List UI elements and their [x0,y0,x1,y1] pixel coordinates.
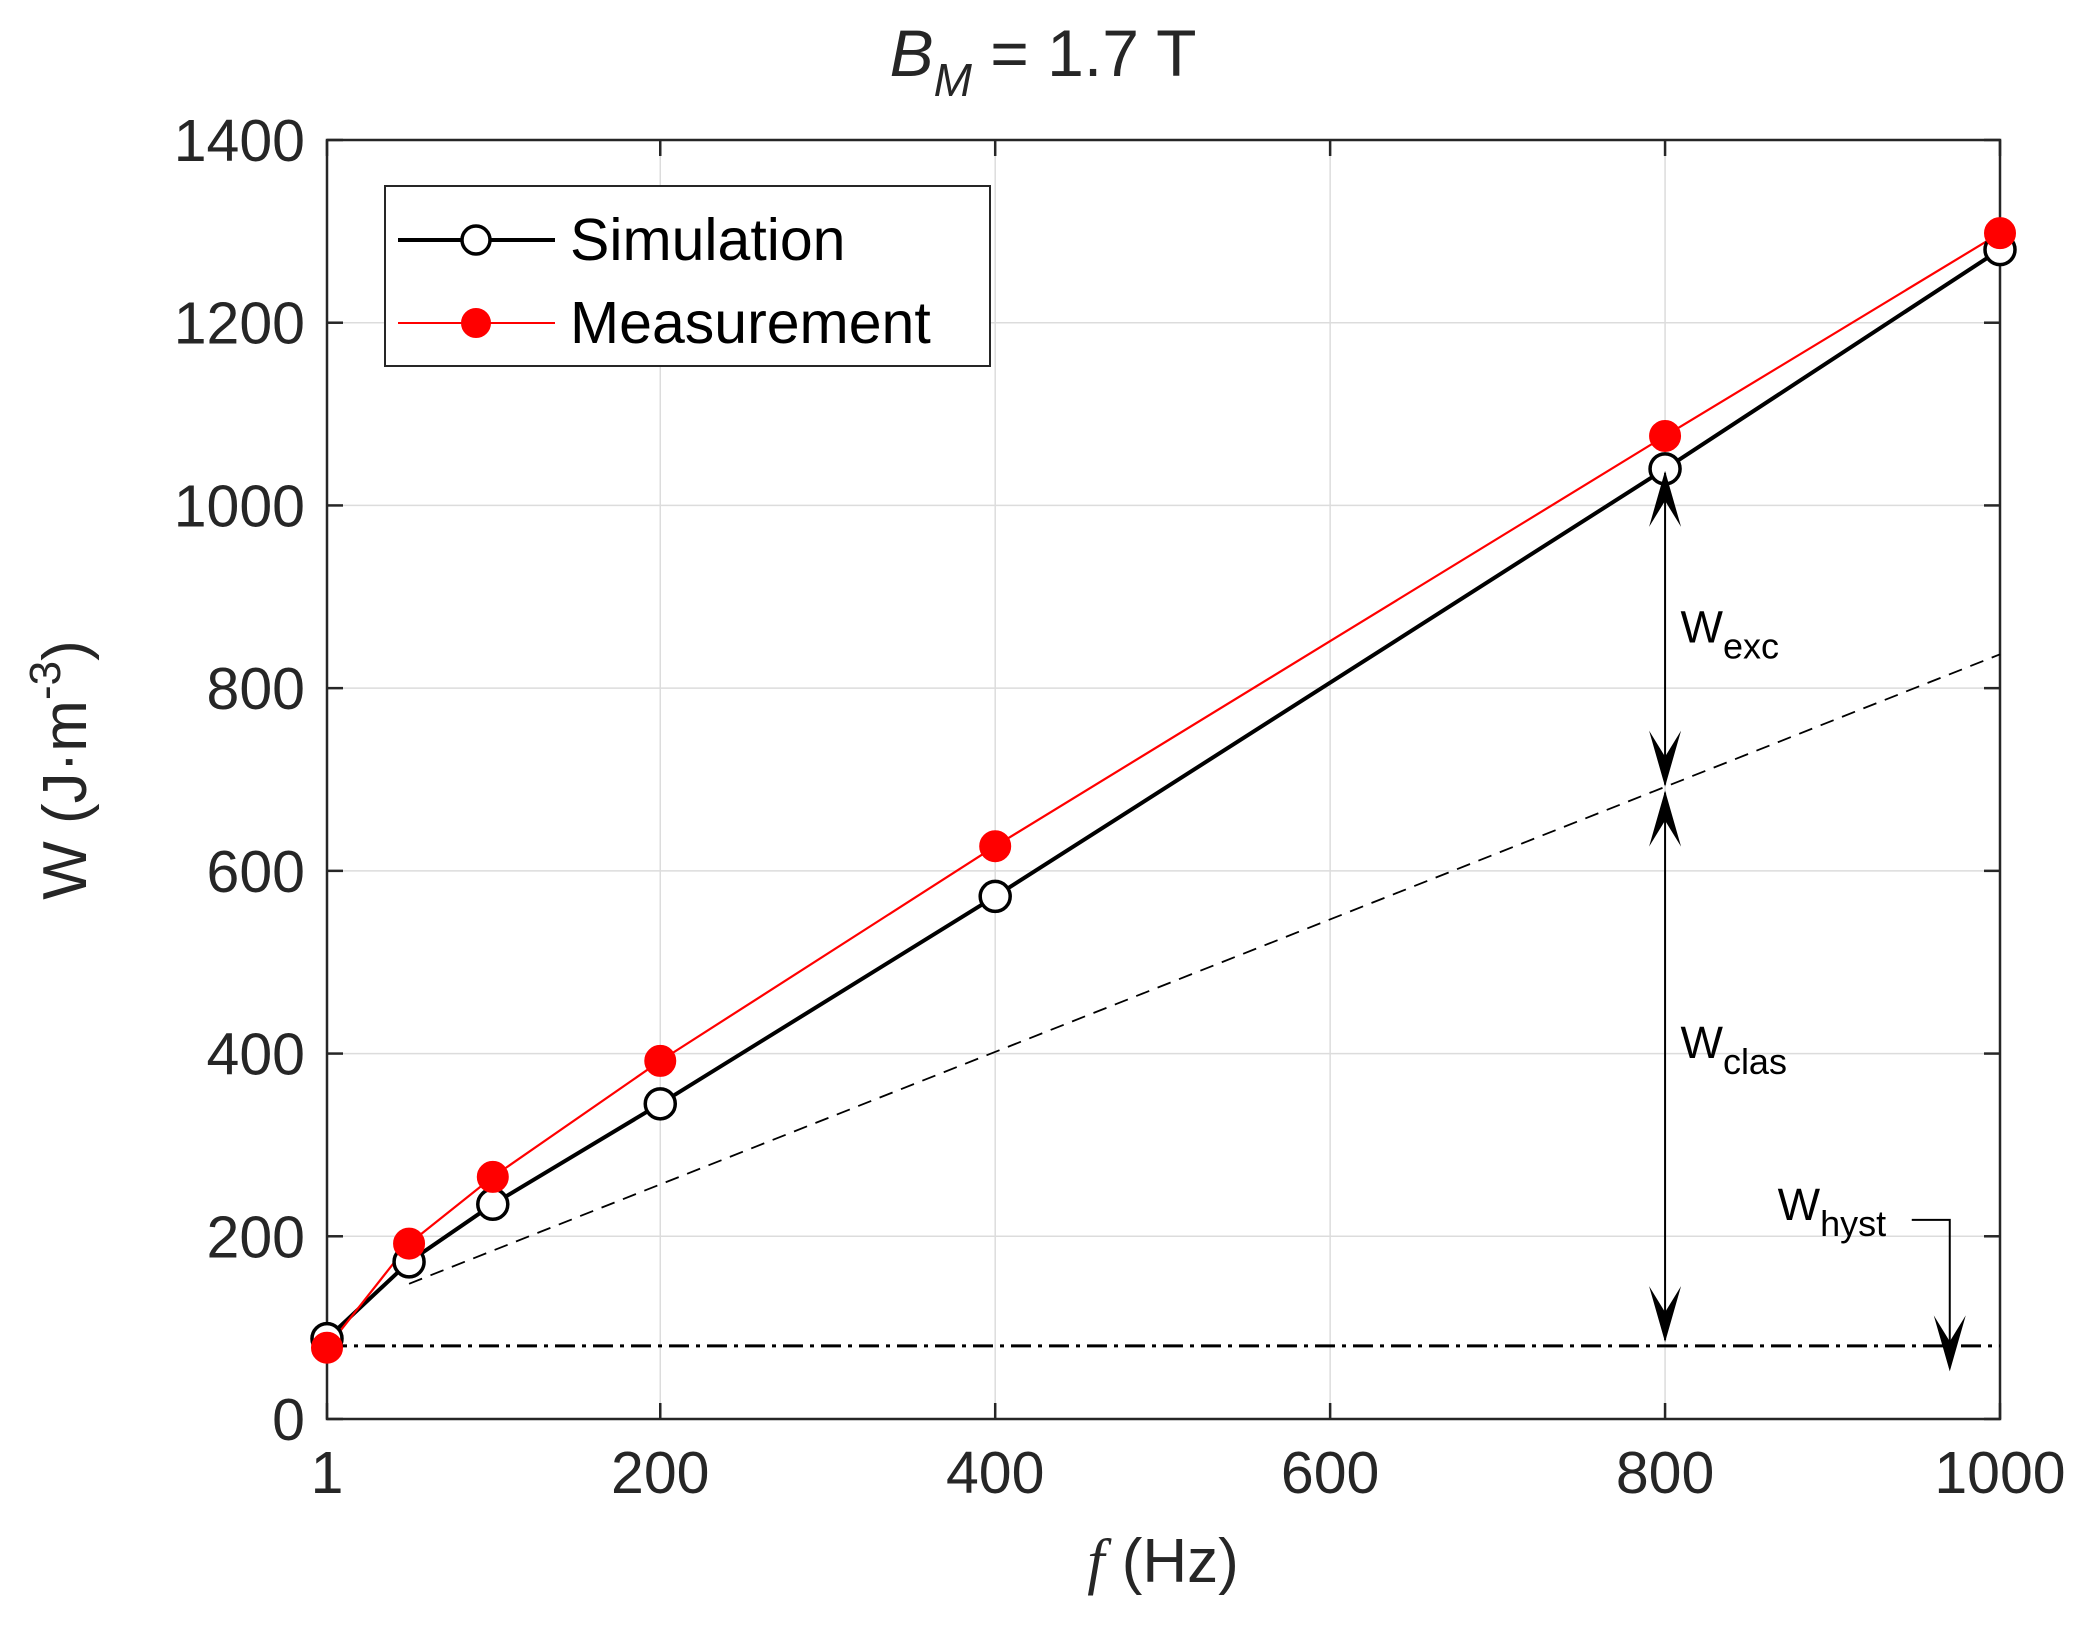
legend-box [384,185,991,367]
w-exc-label-main: W [1680,601,1723,652]
measurement-point [311,1331,343,1364]
axes: 1 200 400 600 800 100002004006008001000120014… [174,108,2066,1506]
w-hyst-label: Whyst [1778,1179,1887,1244]
y-tick-label: 800 [207,656,305,722]
axes-box [325,138,2002,1421]
measurement-point [476,1160,509,1193]
measurement-point [1984,217,2016,250]
legend-simulation-label: Simulation [570,207,845,273]
legend: Simulation Measurement [384,185,991,367]
x-axis-unit: (Hz) [1104,1527,1238,1596]
x-tick-label: 1 [311,1440,344,1506]
x-tick-label: 800 [1616,1440,1714,1506]
y-tick-label: 0 [272,1387,305,1453]
y-tick-label: 400 [207,1022,305,1088]
measurement-point [393,1227,426,1260]
y-axis-label: W (J·m-3) [21,640,100,899]
legend-measurement-label: Measurement [570,290,931,356]
x-tick-label: 1000 [1934,1440,2065,1506]
w-exc-label-sub: exc [1723,625,1779,666]
w-exc-label: Wexc [1680,601,1779,666]
w-clas-label-main: W [1680,1017,1723,1068]
w-exc-arrow-head-bottom [1649,730,1682,787]
w-clas-label-sub: clas [1723,1041,1787,1082]
measurement-point [1649,419,1682,452]
chart-title: BM = 1.7 T [890,16,1197,106]
y-axis-main: W (J·m [31,700,100,900]
w-hyst-arrow [1911,1218,1951,1368]
y-tick-label: 200 [207,1204,305,1270]
y-axis-sup: -3 [21,661,70,700]
w-hyst-arrowhead [1933,1315,1966,1372]
x-tick-label: 600 [1281,1440,1379,1506]
measurement-point [979,830,1012,863]
simulation-point [978,879,1012,914]
w-exc-arrow-head-top [1649,470,1682,527]
w-clas-arrow-head-top [1649,790,1682,847]
w-clas-arrow-head-bottom [1649,1286,1682,1343]
x-tick-label: 200 [611,1440,709,1506]
measurement-point [644,1044,677,1077]
x-axis-label: f (Hz) [1087,1527,1239,1596]
y-tick-label: 600 [207,839,305,905]
w-clas-label: Wclas [1680,1017,1787,1082]
series [310,217,2017,1364]
w-hyst-label-sub: hyst [1820,1203,1886,1244]
legend-measurement-marker [461,308,491,338]
reference-lines [327,653,2001,1348]
title-rest: = 1.7 T [972,16,1196,90]
title-sub: M [934,54,973,106]
w-hyst-label-main: W [1778,1179,1821,1230]
legend-simulation-marker [460,224,492,256]
y-tick-label: 1200 [174,291,305,357]
y-tick-label: 1000 [174,473,305,539]
title-main: B [890,16,934,90]
y-axis-close: ) [31,640,100,661]
simulation-point [476,1187,510,1222]
x-tick-label: 400 [946,1440,1044,1506]
y-tick-label: 1400 [174,108,305,174]
classical-loss-line [408,653,2001,1285]
simulation-point [643,1087,678,1121]
